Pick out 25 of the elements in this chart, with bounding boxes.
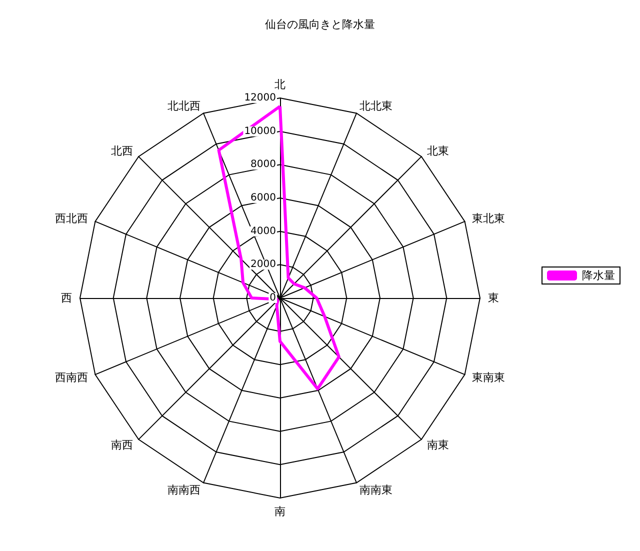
spoke-label: 南東 [427,438,450,452]
spoke-label: 南西 [110,438,133,452]
spoke-label: 東北東 [472,212,506,225]
spoke-label: 東南東 [472,371,506,384]
spoke-label: 南南西 [167,484,200,497]
y-tick-label: 10000 [244,126,276,137]
y-tick-label: 12000 [244,92,276,104]
spoke-label: 西南西 [54,371,88,384]
spoke-label: 西 [61,292,72,304]
legend-label: 降水量 [582,269,615,282]
y-tick-label: 8000 [250,159,276,170]
chart-title: 仙台の風向きと降水量 [265,18,375,31]
spoke-label: 西北西 [54,212,88,225]
spoke-label: 北北西 [167,99,200,112]
spoke-label: 北北東 [360,99,393,112]
y-tick-label: 4000 [250,226,276,237]
y-tick-label: 2000 [250,259,276,270]
spoke-label: 東 [488,292,499,304]
spoke-label: 南南東 [360,484,393,497]
spoke-label: 北西 [110,144,133,158]
y-tick-label: 0 [270,292,276,304]
spoke-label: 北東 [427,144,450,158]
spoke-label: 北 [274,78,286,91]
y-tick-label: 6000 [250,192,276,204]
spoke-label: 南 [274,505,286,518]
